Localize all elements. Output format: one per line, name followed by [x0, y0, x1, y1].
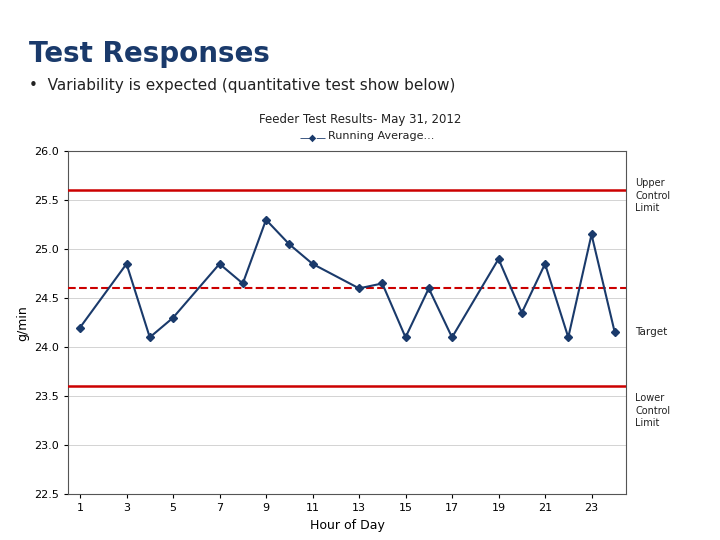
Text: —◆—: —◆—: [300, 132, 327, 143]
Y-axis label: g/min: g/min: [16, 305, 29, 341]
Text: Feeder Test Results- May 31, 2012: Feeder Test Results- May 31, 2012: [258, 113, 462, 126]
X-axis label: Hour of Day: Hour of Day: [310, 519, 384, 532]
Text: Running Average...: Running Average...: [328, 131, 434, 141]
Text: Lower
Control
Limit: Lower Control Limit: [635, 393, 670, 428]
Text: Test Responses: Test Responses: [29, 40, 270, 69]
Text: Upper
Control
Limit: Upper Control Limit: [635, 178, 670, 213]
Text: •  Variability is expected (quantitative test show below): • Variability is expected (quantitative …: [29, 78, 455, 93]
Text: Target: Target: [635, 327, 667, 338]
